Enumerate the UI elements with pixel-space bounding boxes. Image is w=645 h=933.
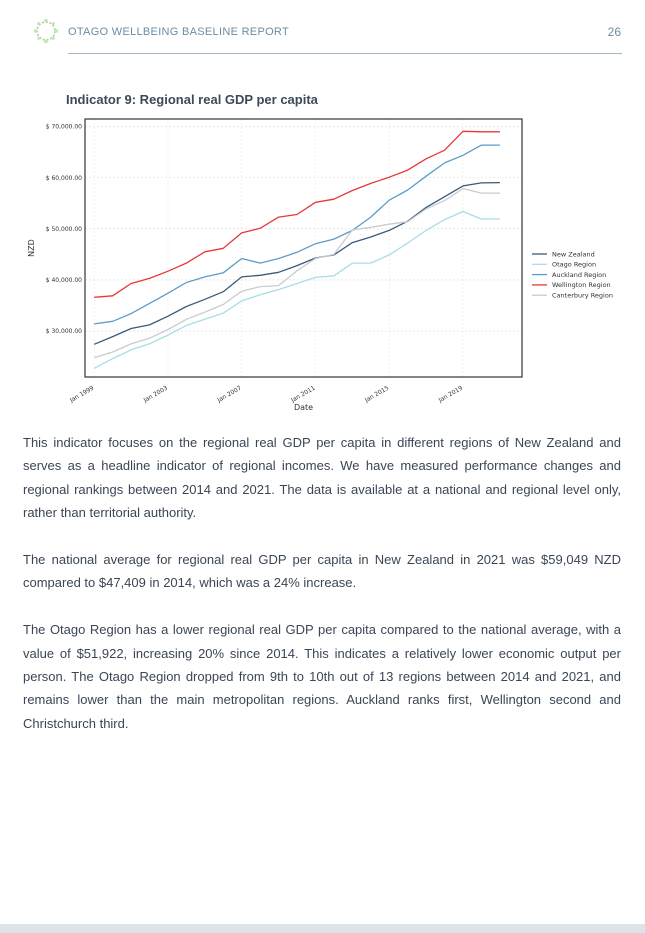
paragraph-national: The national average for regional real G… <box>23 552 621 591</box>
x-tick-label: Jan 2003 <box>142 385 169 405</box>
otago-logo-icon <box>33 18 59 44</box>
y-tick-label: $ 40,000.00 <box>46 277 82 284</box>
legend-label: Wellington Region <box>552 281 611 289</box>
header-divider <box>68 53 622 54</box>
series-line-canterbury-region <box>94 187 500 359</box>
series-line-wellington-region <box>94 130 500 298</box>
y-tick-label: $ 30,000.00 <box>46 328 82 335</box>
series-line-auckland-region <box>94 144 500 325</box>
figure-title: Indicator 9: Regional real GDP per capit… <box>66 92 318 107</box>
y-tick-label: $ 50,000.00 <box>46 226 82 233</box>
y-tick-label: $ 70,000.00 <box>46 124 82 131</box>
series-line-otago-region <box>93 210 500 369</box>
x-tick-label: Jan 1999 <box>68 385 95 405</box>
page-number: 26 <box>607 25 621 39</box>
plot-frame <box>84 118 523 378</box>
report-title: OTAGO WELLBEING BASELINE REPORT <box>68 26 290 38</box>
x-axis-ticks: Jan 1999 Jan 2003 Jan 2007 Jan 2011 Jan 2015… <box>68 385 464 405</box>
legend-label: Auckland Region <box>552 271 606 279</box>
y-tick-label: $ 60,000.00 <box>46 175 82 182</box>
legend-label: Otago Region <box>552 261 596 269</box>
paragraph-otago: The Otago Region has a lower regional re… <box>23 622 621 731</box>
chart-series <box>93 130 500 369</box>
series-line-new-zealand <box>93 181 500 345</box>
x-tick-label: Jan 2015 <box>363 385 390 405</box>
x-tick-label: Jan 2019 <box>437 385 464 405</box>
chart-grid <box>85 119 522 377</box>
x-axis-label: Date <box>294 403 313 412</box>
x-tick-label: Jan 2011 <box>289 385 316 405</box>
gdp-line-chart: $ 30,000.00 $ 40,000.00 $ 50,000.00 $ 60,00… <box>27 118 613 412</box>
page-header: OTAGO WELLBEING BASELINE REPORT 26 <box>0 0 645 60</box>
footer-bar <box>0 924 645 933</box>
legend-label: Canterbury Region <box>552 292 613 300</box>
paragraph-intro: This indicator focuses on the regional r… <box>23 435 621 521</box>
y-axis-label: NZD <box>27 239 36 257</box>
y-axis-ticks: $ 30,000.00 $ 40,000.00 $ 50,000.00 $ 60,00… <box>46 124 82 335</box>
body-text: This indicator focuses on the regional r… <box>23 431 621 759</box>
legend-label: New Zealand <box>552 250 595 258</box>
chart-legend: New Zealand Otago Region Auckland Region We… <box>532 250 613 300</box>
x-tick-label: Jan 2007 <box>215 385 242 405</box>
